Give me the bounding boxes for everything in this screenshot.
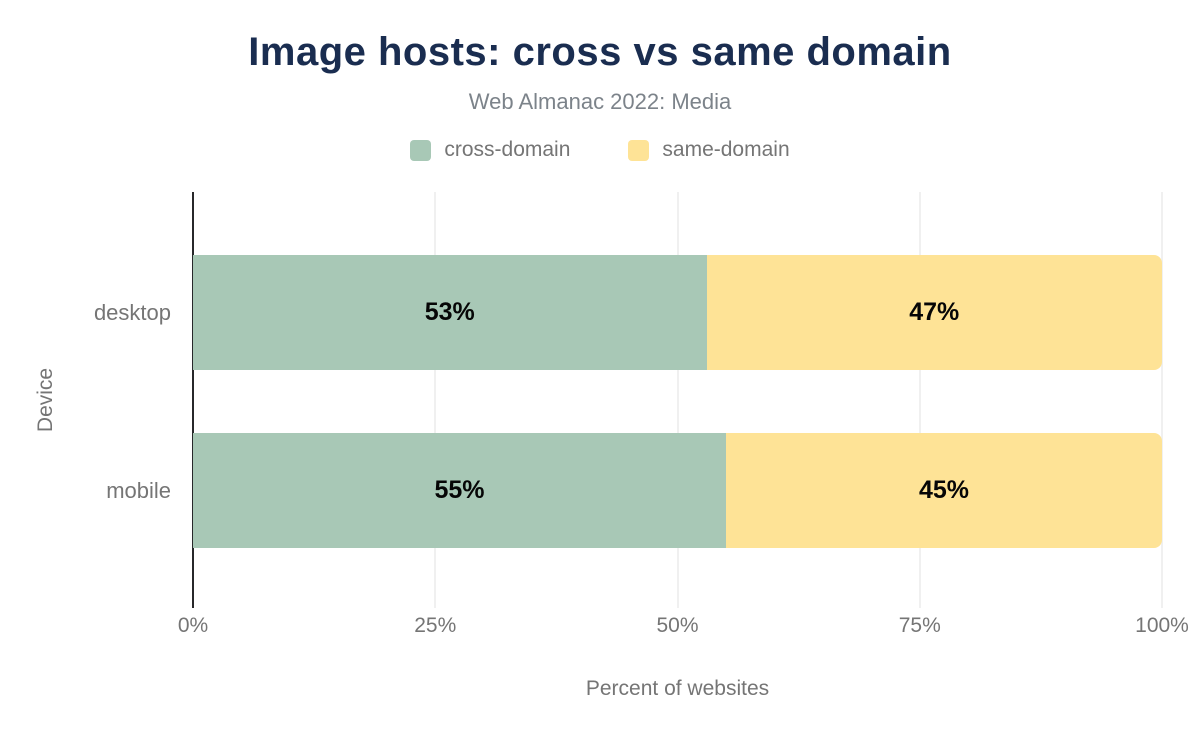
gridline-50 xyxy=(676,192,679,608)
legend-swatch-cross-domain xyxy=(410,139,432,161)
plot-area: 53% 47% 55% 45% xyxy=(192,192,1163,608)
category-label-mobile: mobile xyxy=(106,477,171,503)
bar-value-label: 45% xyxy=(918,476,969,504)
x-axis-title: Percent of websites xyxy=(585,677,770,700)
bar-row-desktop: 53% 47% xyxy=(193,255,1162,370)
x-tick-label-25: 25% xyxy=(414,614,457,637)
legend-item-same-domain: same-domain xyxy=(628,138,790,162)
x-tick-label-0: 0% xyxy=(177,614,209,637)
bar-value-label: 53% xyxy=(424,298,475,326)
bar-value-label: 55% xyxy=(434,476,485,504)
bar-segment-cross-domain: 55% xyxy=(193,433,726,548)
x-tick-label-100: 100% xyxy=(1135,614,1189,637)
legend-swatch-same-domain xyxy=(628,139,650,161)
legend-label: same-domain xyxy=(662,138,790,161)
legend: cross-domain same-domain xyxy=(0,138,1200,162)
x-tick-label-50: 50% xyxy=(656,614,699,637)
legend-item-cross-domain: cross-domain xyxy=(410,138,570,162)
y-axis-line xyxy=(192,192,194,608)
bar-segment-cross-domain: 53% xyxy=(193,255,707,370)
gridline-25 xyxy=(434,192,437,608)
bar-segment-same-domain: 45% xyxy=(725,433,1162,548)
bar-segment-same-domain: 47% xyxy=(706,255,1162,370)
bar-value-label: 47% xyxy=(909,298,960,326)
chart-subtitle: Web Almanac 2022: Media xyxy=(468,89,732,114)
y-axis-title: Device xyxy=(34,367,57,433)
chart-title: Image hosts: cross vs same domain xyxy=(248,30,952,74)
gridline-75 xyxy=(918,192,921,608)
category-label-desktop: desktop xyxy=(93,299,171,325)
legend-label: cross-domain xyxy=(444,138,571,161)
gridline-100 xyxy=(1161,192,1163,608)
bar-row-mobile: 55% 45% xyxy=(193,433,1162,548)
x-tick-label-75: 75% xyxy=(898,614,941,637)
